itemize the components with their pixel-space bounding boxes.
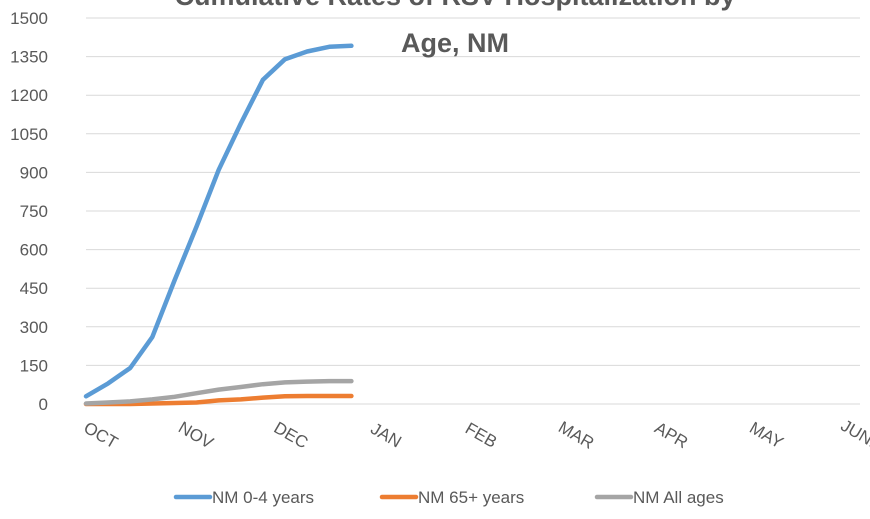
x-tick-label: DEC xyxy=(271,418,312,452)
y-tick-label: 0 xyxy=(39,395,48,414)
chart-title: Cumulative Rates of RSV Hospitalization … xyxy=(174,0,735,58)
legend-label: NM All ages xyxy=(633,488,724,507)
x-axis-ticks: OCT NOV DEC JAN FEB MAR APR MAY JUNE xyxy=(80,416,870,455)
y-tick-label: 600 xyxy=(20,241,48,260)
y-tick-label: 150 xyxy=(20,356,48,375)
x-tick-label: APR xyxy=(651,418,691,452)
series-lines xyxy=(83,43,354,407)
y-tick-label: 300 xyxy=(20,318,48,337)
x-tick-label: MAY xyxy=(746,418,786,452)
x-tick-label: FEB xyxy=(462,419,500,452)
y-tick-label: 450 xyxy=(20,279,48,298)
legend-label: NM 0-4 years xyxy=(212,488,314,507)
chart-title-line: Cumulative Rates of RSV Hospitalization … xyxy=(174,0,735,11)
x-tick-label: JAN xyxy=(367,419,404,452)
legend: NM 0-4 years NM 65+ years NM All ages xyxy=(173,488,724,507)
x-tick-label: MAR xyxy=(555,418,597,453)
legend-label: NM 65+ years xyxy=(418,488,524,507)
x-tick-label: OCT xyxy=(80,418,121,452)
y-tick-label: 900 xyxy=(20,163,48,182)
gridlines xyxy=(86,17,860,405)
y-tick-label: 1050 xyxy=(10,125,48,144)
chart-title-line: Age, NM xyxy=(401,28,509,58)
series-line-2 xyxy=(83,393,354,407)
y-tick-label: 750 xyxy=(20,202,48,221)
y-tick-label: 1500 xyxy=(10,9,48,28)
series-line-3 xyxy=(83,378,354,406)
x-tick-label: JUNE xyxy=(838,416,870,455)
series-line-1 xyxy=(83,43,354,399)
y-axis-ticks: 0 150 300 450 600 750 900 1050 1200 1350 1500 xyxy=(10,9,48,414)
x-tick-label: NOV xyxy=(175,418,217,453)
y-tick-label: 1200 xyxy=(10,86,48,105)
y-tick-label: 1350 xyxy=(10,48,48,67)
